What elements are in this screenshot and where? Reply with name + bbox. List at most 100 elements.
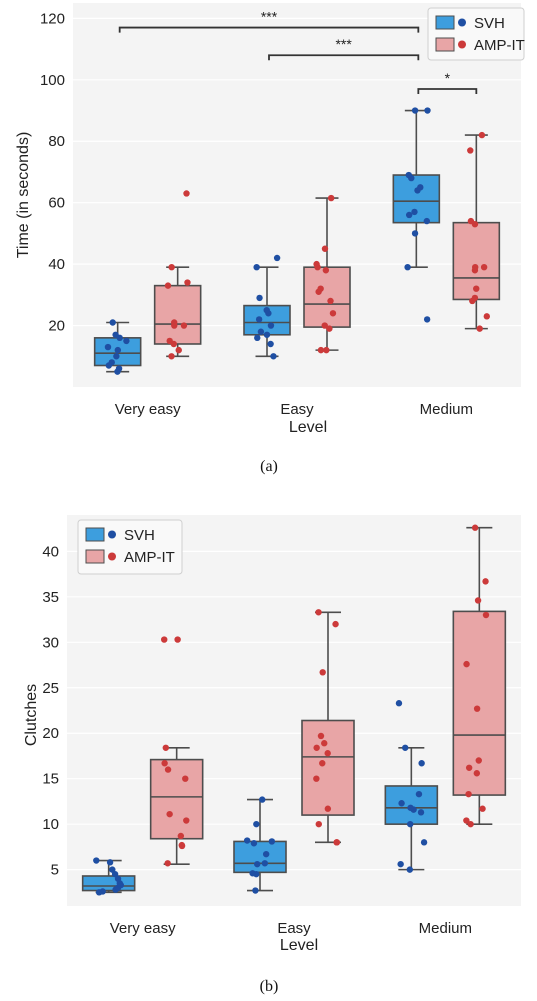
x-tick-label: Very easy (115, 401, 181, 418)
x-tick-label: Medium (419, 920, 472, 937)
y-axis-label-b: Clutches (23, 684, 40, 746)
data-point (407, 804, 414, 811)
legend-a: SVH AMP-IT (427, 7, 525, 61)
box-amp-it-0 (149, 746, 204, 865)
data-point (164, 766, 172, 773)
legend-marker (108, 552, 116, 561)
significance-bracket: * (417, 70, 478, 95)
y-tick-label: 35 (42, 589, 59, 606)
y-ticks-a: 20 40 60 80 100 120 (40, 10, 65, 334)
svg-text:***: *** (335, 36, 352, 52)
points-a (104, 107, 491, 375)
box-amp-it-2 (452, 526, 507, 825)
data-point (123, 337, 130, 345)
x-tick-label: Easy (280, 401, 314, 418)
data-point (478, 131, 486, 139)
data-point (483, 313, 491, 320)
data-point (463, 660, 470, 668)
caption-b: (b) (260, 978, 279, 995)
data-point (411, 230, 419, 237)
data-point (473, 705, 481, 712)
data-point (324, 750, 331, 757)
data-point (327, 194, 335, 202)
data-point (106, 859, 114, 866)
data-point (397, 860, 404, 868)
x-tick-label: Very easy (110, 920, 176, 937)
data-point (257, 328, 265, 335)
legend-b: SVH AMP-IT (77, 519, 183, 575)
svg-text:***: *** (261, 9, 278, 25)
panel-b: 5 10 15 20 25 30 35 40 Very easy Easy Medium SVH A… (23, 515, 521, 995)
data-point (164, 282, 172, 289)
data-point (114, 875, 122, 882)
x-ticks-b: Very easy Easy Medium (110, 920, 472, 937)
data-point (182, 775, 189, 782)
data-point (267, 322, 275, 329)
y-tick-label: 15 (42, 771, 59, 788)
data-point (112, 331, 119, 338)
box-amp-it-1 (301, 611, 355, 844)
data-point (114, 346, 122, 354)
significance-bracket: *** (118, 9, 420, 33)
boxes-b (81, 526, 507, 894)
x-axis-label-a: Level (289, 419, 327, 436)
data-point (411, 107, 419, 114)
data-point (321, 322, 328, 329)
data-point (326, 325, 333, 332)
data-point (161, 760, 168, 767)
data-point (423, 217, 431, 225)
data-point (395, 700, 403, 707)
box-svh-2 (392, 109, 441, 268)
y-tick-label: 60 (48, 195, 65, 212)
box-svh-1 (233, 798, 287, 892)
data-point (402, 744, 409, 751)
data-point (317, 732, 325, 740)
data-point (177, 832, 185, 840)
data-point (473, 770, 481, 777)
y-tick-label: 40 (42, 543, 59, 560)
data-point (267, 340, 274, 348)
data-point (164, 860, 171, 867)
data-point (171, 319, 178, 326)
plot-area-a (73, 3, 521, 387)
data-point (273, 254, 281, 262)
data-point (315, 609, 322, 616)
data-point (183, 817, 190, 824)
significance-brackets-a: ******* (118, 9, 478, 95)
data-point (263, 307, 270, 314)
data-point (405, 211, 413, 219)
data-point (465, 764, 473, 771)
data-point (161, 636, 168, 643)
plot-area-b (67, 515, 521, 906)
data-point (417, 184, 424, 191)
y-tick-label: 20 (42, 725, 59, 742)
data-point (162, 744, 169, 751)
data-point (406, 866, 414, 873)
svg-text:*: * (445, 70, 451, 86)
data-point (472, 263, 479, 271)
y-tick-label: 40 (48, 256, 65, 273)
data-point (398, 800, 405, 807)
data-point (467, 820, 474, 828)
data-point (180, 322, 188, 329)
data-point (415, 790, 423, 798)
grid-b (67, 550, 521, 871)
data-point (319, 669, 326, 676)
data-point (471, 524, 479, 531)
data-point (261, 860, 269, 867)
data-point (178, 841, 186, 849)
data-point (467, 147, 474, 154)
data-point (473, 285, 480, 292)
data-point (256, 294, 263, 302)
data-point (418, 760, 425, 767)
data-point (252, 887, 259, 894)
data-point (333, 839, 341, 846)
data-point (467, 217, 475, 225)
data-point (115, 365, 123, 372)
y-ticks-b: 5 10 15 20 25 30 35 40 (42, 543, 59, 878)
data-point (183, 190, 190, 197)
data-point (109, 866, 116, 873)
x-ticks-a: Very easy Easy Medium (115, 401, 473, 418)
